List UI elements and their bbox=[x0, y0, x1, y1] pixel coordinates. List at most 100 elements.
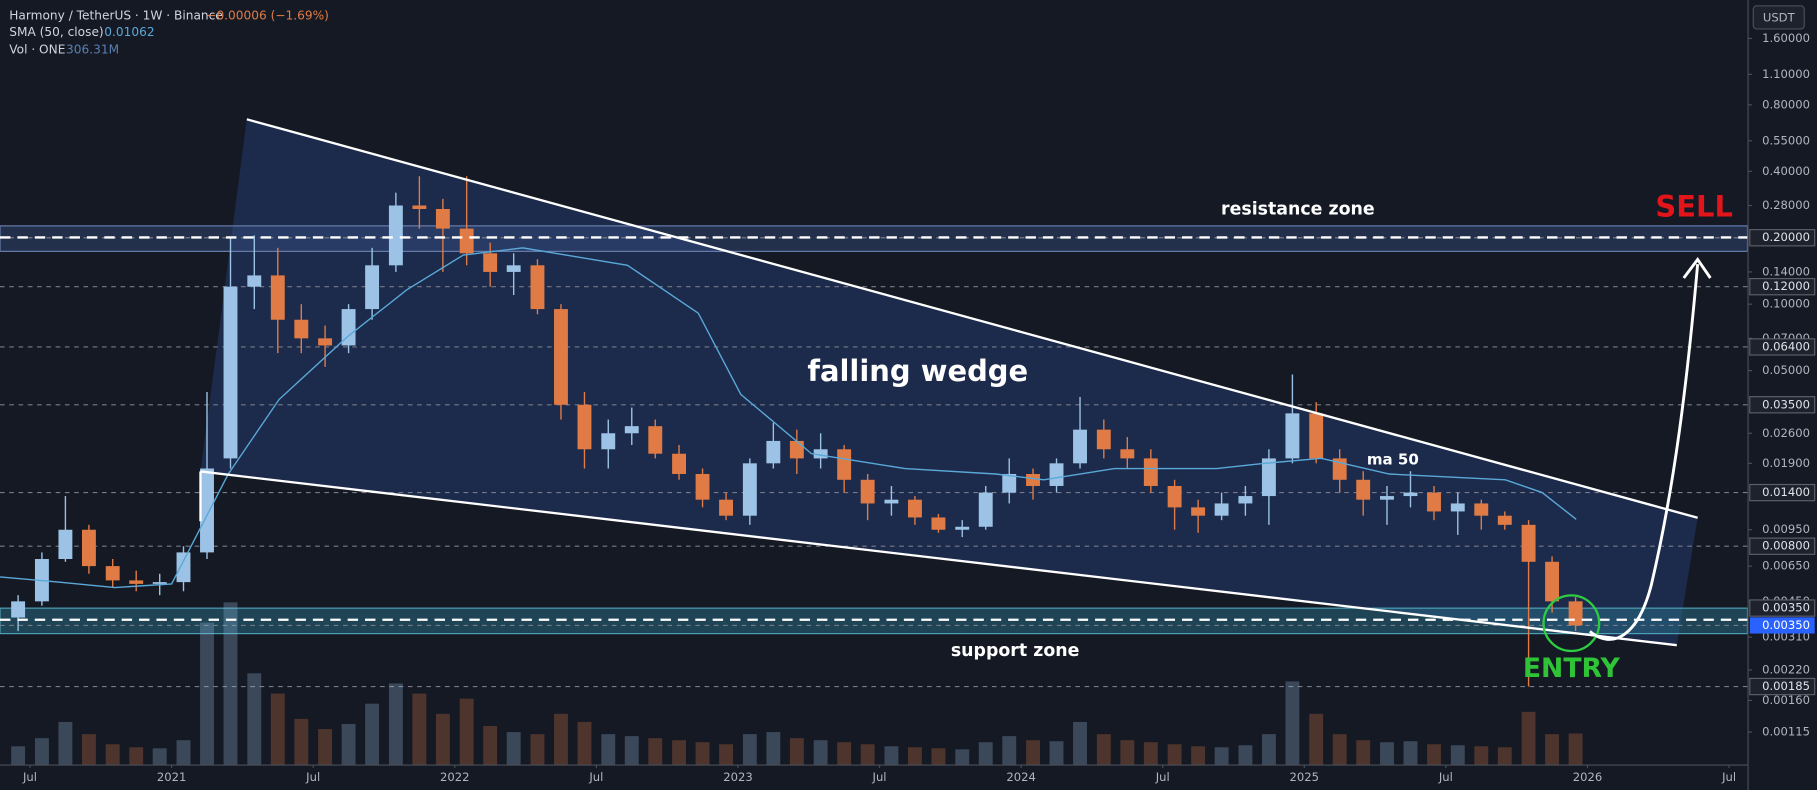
candle-body bbox=[341, 309, 356, 346]
candle-body bbox=[1214, 503, 1229, 516]
candles bbox=[11, 176, 1583, 687]
candle-body bbox=[1261, 458, 1276, 497]
sell-label: SELL bbox=[1655, 190, 1733, 224]
candle-body bbox=[554, 309, 568, 405]
y-tick-label: 0.00650 bbox=[1762, 559, 1810, 573]
candle-body bbox=[1380, 496, 1394, 500]
x-tick-label: 2026 bbox=[1573, 770, 1602, 784]
candle-body bbox=[459, 228, 474, 254]
volume-bar bbox=[907, 747, 922, 765]
y-tick-label: 0.55000 bbox=[1762, 133, 1810, 147]
y-tick-label: 0.14000 bbox=[1762, 264, 1810, 278]
last-price-label: 0.00350 bbox=[1762, 618, 1810, 632]
candle-body bbox=[1120, 449, 1135, 459]
candle-body bbox=[1474, 503, 1489, 516]
currency-box[interactable] bbox=[1752, 5, 1805, 30]
volume-bar bbox=[1380, 742, 1394, 765]
candle-body bbox=[1356, 479, 1371, 500]
x-tick-label: 2023 bbox=[723, 770, 752, 784]
volume-bar bbox=[1474, 746, 1489, 765]
volume-bar bbox=[294, 718, 309, 765]
candle-body bbox=[1238, 496, 1253, 504]
y-tick-label: 0.10000 bbox=[1762, 297, 1810, 311]
candle-body bbox=[223, 286, 238, 459]
volume-bar bbox=[365, 703, 380, 765]
y-tick-label: 0.05000 bbox=[1762, 363, 1810, 377]
volume-bar bbox=[176, 740, 191, 765]
candle-body bbox=[247, 275, 262, 287]
volume-bar bbox=[247, 673, 262, 765]
candle-body bbox=[978, 492, 993, 527]
candle-body bbox=[1309, 413, 1324, 459]
candle-body bbox=[672, 453, 687, 474]
volume-bar bbox=[1285, 681, 1300, 765]
candle-body bbox=[81, 529, 96, 567]
volume-bar bbox=[530, 734, 545, 765]
candle-body bbox=[1049, 463, 1064, 486]
volume-bar bbox=[601, 734, 616, 765]
volume-bar bbox=[1356, 740, 1371, 765]
currency[interactable]: USDT bbox=[1763, 10, 1796, 24]
x-tick-label: 2022 bbox=[440, 770, 469, 784]
level-label-box bbox=[1749, 537, 1816, 555]
volume-bar bbox=[624, 736, 639, 765]
candle-body bbox=[884, 499, 899, 504]
y-tick-label: 1.60000 bbox=[1762, 31, 1810, 45]
candle-body bbox=[483, 253, 498, 272]
candle-body bbox=[813, 449, 828, 459]
y-tick-label: 0.00950 bbox=[1762, 522, 1810, 536]
volume-bar bbox=[1167, 744, 1182, 765]
volume-bar bbox=[884, 746, 899, 765]
volume-bar bbox=[1143, 742, 1158, 765]
resistance-label: resistance zone bbox=[1221, 200, 1375, 220]
level-label-box bbox=[1749, 599, 1816, 617]
volume-bar bbox=[719, 744, 734, 765]
candle-body bbox=[11, 601, 26, 618]
candle-body bbox=[1521, 524, 1536, 562]
vol-value: 306.31M bbox=[66, 42, 119, 56]
projection-arrow bbox=[1588, 263, 1700, 641]
candle-body bbox=[530, 265, 545, 310]
level-label: 0.20000 bbox=[1762, 230, 1810, 244]
volume-bar bbox=[554, 713, 568, 765]
volume-bar bbox=[152, 748, 167, 765]
candle-body bbox=[412, 205, 427, 209]
candle-body bbox=[837, 449, 852, 480]
level-label: 0.00350 bbox=[1762, 601, 1810, 615]
vol-label: Vol · ONE bbox=[9, 42, 65, 56]
volume-bar bbox=[1309, 713, 1324, 765]
volume-bar bbox=[978, 742, 993, 765]
volume-bar bbox=[81, 734, 96, 765]
candle-body bbox=[955, 526, 970, 530]
candle-body bbox=[294, 319, 309, 339]
volume-bar bbox=[672, 740, 687, 765]
x-tick-label: Jul bbox=[1721, 770, 1736, 784]
volume-bar bbox=[318, 729, 333, 765]
candle-body bbox=[1427, 492, 1441, 512]
candle-body bbox=[58, 529, 73, 560]
level-label-box bbox=[1749, 483, 1816, 502]
volume bbox=[11, 602, 1583, 765]
volume-bar bbox=[766, 732, 781, 765]
x-tick-label: Jul bbox=[22, 770, 37, 784]
level-label: 0.00185 bbox=[1762, 679, 1810, 693]
drawings-under bbox=[0, 119, 1749, 646]
candle-body bbox=[435, 208, 450, 229]
volume-bar bbox=[435, 713, 450, 765]
level-label: 0.06400 bbox=[1762, 339, 1810, 353]
support-label: support zone bbox=[951, 641, 1080, 661]
candle-body bbox=[719, 499, 734, 516]
candle-body bbox=[318, 338, 333, 346]
x-tick-label: Jul bbox=[305, 770, 320, 784]
volume-bar bbox=[11, 746, 26, 765]
candle-body bbox=[601, 433, 616, 450]
y-tick-label: 0.02600 bbox=[1762, 426, 1810, 440]
level-label-box bbox=[1749, 338, 1816, 356]
x-tick-label: Jul bbox=[588, 770, 603, 784]
candle-body bbox=[1191, 507, 1206, 516]
volume-bar bbox=[931, 748, 946, 765]
candle-body bbox=[695, 473, 710, 500]
y-tick-label: 0.00220 bbox=[1762, 662, 1810, 676]
candle-body bbox=[1143, 458, 1158, 486]
